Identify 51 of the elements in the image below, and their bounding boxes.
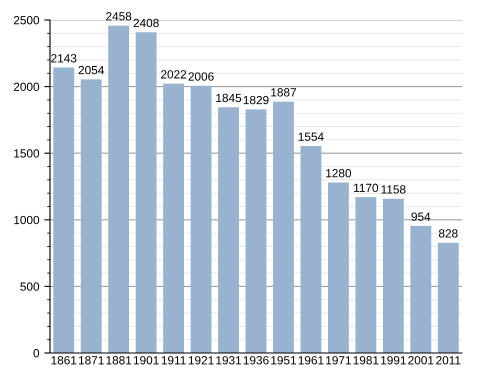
data-label: 2022 — [161, 70, 186, 79]
bar — [108, 26, 130, 353]
data-label: 828 — [438, 229, 458, 238]
x-tick-label: 1991 — [381, 356, 406, 364]
data-label: 1829 — [244, 96, 269, 104]
x-tick-label: 1881 — [106, 356, 132, 364]
data-label: 2458 — [106, 12, 132, 20]
x-tick-label: 2011 — [436, 356, 460, 364]
data-label: 1170 — [354, 184, 378, 192]
x-tick-label: 1961 — [298, 356, 324, 364]
data-label: 1845 — [216, 94, 242, 102]
data-label: 2143 — [51, 54, 76, 62]
x-tick-label: 1951 — [271, 356, 296, 364]
x-tick-label: 2001 — [408, 356, 434, 364]
x-tick-label: 1971 — [326, 356, 351, 364]
x-tick-label: 1921 — [188, 356, 214, 364]
y-tick-label: 2500 — [14, 16, 40, 24]
bar — [136, 32, 157, 353]
data-label: 2054 — [78, 66, 104, 74]
data-label: 1280 — [326, 169, 352, 178]
data-label: 2408 — [134, 18, 159, 28]
bar — [163, 84, 184, 353]
data-label: 954 — [412, 212, 430, 221]
x-tick-label: 1931 — [216, 356, 242, 364]
x-tick-label: 1911 — [162, 356, 186, 364]
data-label: 2006 — [188, 72, 214, 81]
bar — [300, 146, 322, 353]
bar — [273, 102, 294, 353]
bar — [80, 79, 102, 353]
bar — [355, 197, 376, 353]
data-label: 1887 — [271, 88, 296, 97]
y-tick-label: 2000 — [14, 82, 40, 91]
y-tick-label: 1500 — [14, 149, 40, 158]
x-tick-label: 1901 — [134, 356, 159, 364]
bar — [382, 198, 404, 353]
y-tick-label: 500 — [20, 282, 40, 291]
bar — [438, 242, 459, 353]
bar — [410, 226, 432, 353]
data-label: 1554 — [298, 132, 324, 141]
bar — [53, 68, 74, 353]
bar — [190, 86, 212, 353]
x-tick-label: 1936 — [244, 356, 269, 364]
y-tick-label: 1000 — [14, 216, 40, 224]
bar — [246, 109, 266, 353]
bar — [328, 182, 349, 353]
bar — [218, 107, 239, 353]
data-label: 1158 — [382, 185, 406, 194]
y-tick-label: 0 — [33, 349, 40, 358]
x-tick-label: 1861 — [52, 356, 76, 364]
x-tick-label: 1871 — [78, 356, 104, 364]
x-tick-label: 1981 — [354, 356, 378, 364]
